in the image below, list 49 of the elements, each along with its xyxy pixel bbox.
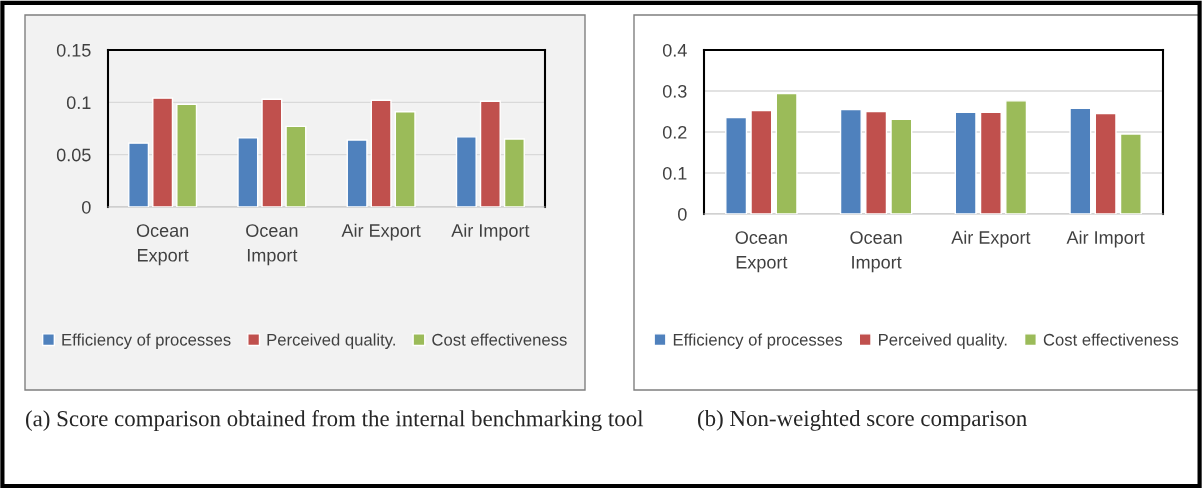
x-tick-label: Ocean Export	[136, 224, 189, 266]
bar	[237, 137, 259, 207]
x-tick-label: Ocean Import	[246, 224, 298, 266]
text: (b) Non-weighted score comparison	[698, 410, 1027, 431]
bar	[1119, 133, 1142, 214]
legend-label: Cost effectiveness	[1043, 333, 1179, 346]
bar	[370, 99, 392, 207]
y-tick-label: 0.05	[56, 148, 91, 162]
bar	[128, 142, 150, 207]
bar	[394, 111, 416, 207]
x-tick-label: Air Export	[951, 230, 1031, 248]
bar	[979, 111, 1002, 214]
bar	[176, 103, 198, 207]
y-tick-label: 0.1	[662, 166, 687, 180]
x-tick-label: Ocean Import	[850, 231, 902, 273]
bar	[455, 136, 477, 207]
legend-label: Perceived quality.	[267, 333, 395, 349]
x-tick-label: Air Import	[451, 223, 530, 241]
bar	[865, 110, 888, 214]
bar	[346, 139, 368, 207]
text: (a) Score comparison obtained from the internal benchmarking tool	[26, 410, 644, 432]
x-tick-label: Ocean Export	[735, 231, 788, 273]
bar	[839, 108, 862, 214]
y-tick-label: 0.3	[662, 84, 687, 98]
bar	[1069, 107, 1092, 214]
bar	[479, 100, 501, 207]
bar	[261, 98, 283, 207]
legend-label: Efficiency of processes	[62, 333, 231, 349]
bar	[890, 118, 913, 214]
bar	[725, 116, 748, 214]
y-tick-label: 0	[678, 207, 687, 221]
legend-label: Efficiency of processes	[673, 333, 843, 349]
y-tick-label: 0.4	[662, 43, 687, 57]
bar	[285, 125, 307, 207]
bar	[152, 97, 174, 207]
bar	[775, 92, 798, 214]
bar	[503, 138, 525, 207]
y-tick-label: 0.15	[56, 43, 91, 57]
y-tick-label: 0	[82, 200, 91, 214]
legend-label: Perceived quality.	[879, 333, 1007, 349]
bar	[954, 111, 977, 214]
y-tick-label: 0.2	[662, 125, 687, 139]
bar	[1005, 100, 1028, 214]
x-tick-label: Air Export	[341, 223, 421, 241]
y-tick-label: 0.1	[66, 96, 91, 110]
x-tick-label: Air Import	[1066, 230, 1145, 248]
bar	[750, 109, 773, 214]
bar	[1094, 112, 1117, 214]
legend-label: Cost effectiveness	[432, 333, 567, 346]
